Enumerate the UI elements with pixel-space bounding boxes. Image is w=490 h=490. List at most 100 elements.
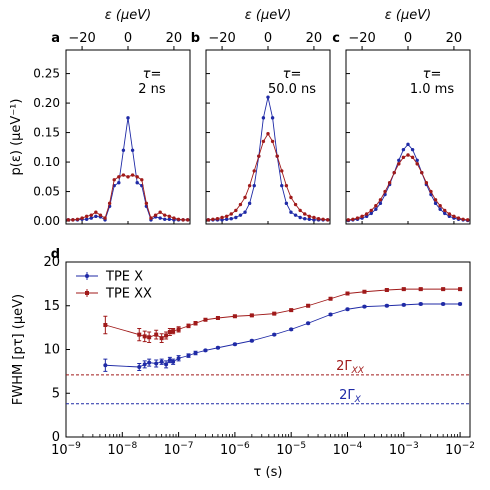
panel-b-point	[234, 208, 238, 213]
panel-d-point	[306, 321, 311, 326]
panel-c-point	[374, 204, 378, 208]
panel-a-point	[121, 173, 126, 177]
panel-c-point	[397, 158, 401, 162]
panel-b-point	[280, 169, 284, 173]
panel-a-point	[89, 213, 93, 217]
panel-b-point	[316, 216, 321, 221]
panel-b-point	[289, 210, 293, 214]
panel-c-xtick-label: 20	[446, 31, 463, 46]
panel-d-point	[458, 287, 463, 292]
panel-c-point	[433, 198, 438, 202]
panel-d-point	[186, 353, 191, 358]
panel-d-ytick-label: 5	[52, 386, 60, 401]
panel-a-point	[84, 217, 89, 221]
panel-d-point	[289, 327, 294, 332]
panel-c-point	[406, 142, 410, 147]
panel-a-xtick-label: −20	[68, 31, 95, 46]
panel-c-point	[406, 153, 410, 157]
legend-label: TPE XX	[105, 287, 152, 302]
panel-c-point	[369, 208, 373, 213]
panel-b-point	[224, 217, 229, 221]
panel-a-point	[112, 178, 116, 182]
panel-b-point	[224, 214, 229, 219]
panel-d-point	[193, 321, 198, 326]
panel-d-point	[147, 335, 152, 340]
panel-d-point	[272, 311, 277, 316]
panel-a-point	[153, 213, 158, 217]
panel-d-point	[164, 362, 169, 367]
panel-b-frame	[205, 49, 331, 225]
panel-c-point	[466, 218, 470, 222]
panel-c-point	[420, 170, 424, 175]
panel-b-point	[229, 212, 233, 216]
panel-a-frame	[65, 49, 191, 225]
panel-c-point	[369, 211, 373, 216]
panel-b-point	[243, 195, 247, 200]
panel-c-point	[410, 155, 415, 160]
panel-c-point	[438, 207, 442, 211]
panel-d-hline-label: 2ΓXX	[336, 359, 365, 376]
panel-d-xtick-label: 10−8	[107, 441, 137, 458]
panel-d-point	[362, 304, 367, 309]
panel-d-point	[272, 332, 277, 337]
panel-d-ytick-label: 10	[43, 343, 60, 358]
panel-a-xlabel: ε (μeV)	[105, 8, 151, 23]
panel-c-xlabel: ε (μeV)	[385, 8, 431, 23]
panel-d-point	[167, 330, 172, 334]
panel-c-point	[383, 189, 387, 194]
panel-b-point	[293, 213, 298, 217]
panel-b-point	[266, 95, 270, 99]
panel-b-xtick-label: 20	[306, 31, 323, 46]
panel-a-tau-value: 2 ns	[138, 82, 166, 97]
panel-b-point	[211, 217, 215, 221]
panel-d-xtick-label: 10−6	[220, 441, 250, 458]
panel-a-tau-label: τ=	[143, 67, 162, 82]
panel-b-point	[234, 215, 238, 220]
panel-b-point	[252, 169, 256, 173]
panel-c-point	[364, 212, 369, 216]
panel-a-point	[158, 210, 162, 214]
panel-c-point	[415, 158, 419, 162]
panel-a-point	[140, 178, 144, 182]
panel-a-point	[71, 218, 75, 222]
panel-a-point	[181, 218, 185, 222]
panel-b-point	[303, 212, 307, 216]
panel-b-point	[284, 201, 289, 206]
panel-b-point	[252, 183, 256, 188]
panel-b-point	[303, 216, 307, 221]
panel-b-point	[238, 202, 243, 207]
panel-b-xlabel: ε (μeV)	[245, 8, 291, 23]
panel-d-point	[306, 303, 311, 308]
panel-d-point	[249, 313, 254, 318]
panel-d-point	[418, 302, 423, 306]
panel-a-ytick-label: 0.20	[33, 96, 60, 110]
panel-b-tau-label: τ=	[283, 67, 302, 82]
panel-b-series-2-line	[208, 132, 328, 221]
panel-a-ylabel: p(ε) (μeV⁻¹)	[9, 99, 24, 176]
panel-d-xtick-label: 10−2	[445, 441, 475, 458]
panel-a-point	[121, 148, 126, 152]
panel-c-point	[378, 198, 383, 202]
panel-c-point	[374, 207, 378, 211]
panel-c-point	[443, 208, 447, 213]
panel-d-point	[328, 296, 333, 301]
panel-c-point	[360, 214, 364, 219]
panel-a-point	[135, 181, 139, 185]
panel-a-ytick-label: 0.10	[33, 155, 60, 169]
panel-a-xtick-label: 20	[166, 31, 183, 46]
panel-a-label: a	[51, 31, 60, 46]
panel-a-point	[103, 216, 107, 220]
panel-b-series-1-line	[208, 97, 328, 221]
panel-b-point	[220, 215, 224, 220]
panel-b-point	[220, 218, 224, 222]
panel-a-point	[126, 116, 130, 120]
panel-d-point	[458, 302, 463, 306]
panel-b-point	[266, 132, 270, 136]
panel-d-point	[171, 329, 176, 334]
panel-d-label: d	[51, 247, 60, 262]
panel-a-point	[66, 218, 70, 222]
panel-c-point	[401, 155, 406, 160]
panel-d-ytick-label: 0	[52, 430, 60, 445]
panel-d-point	[137, 365, 142, 369]
panel-a-point	[130, 173, 135, 177]
